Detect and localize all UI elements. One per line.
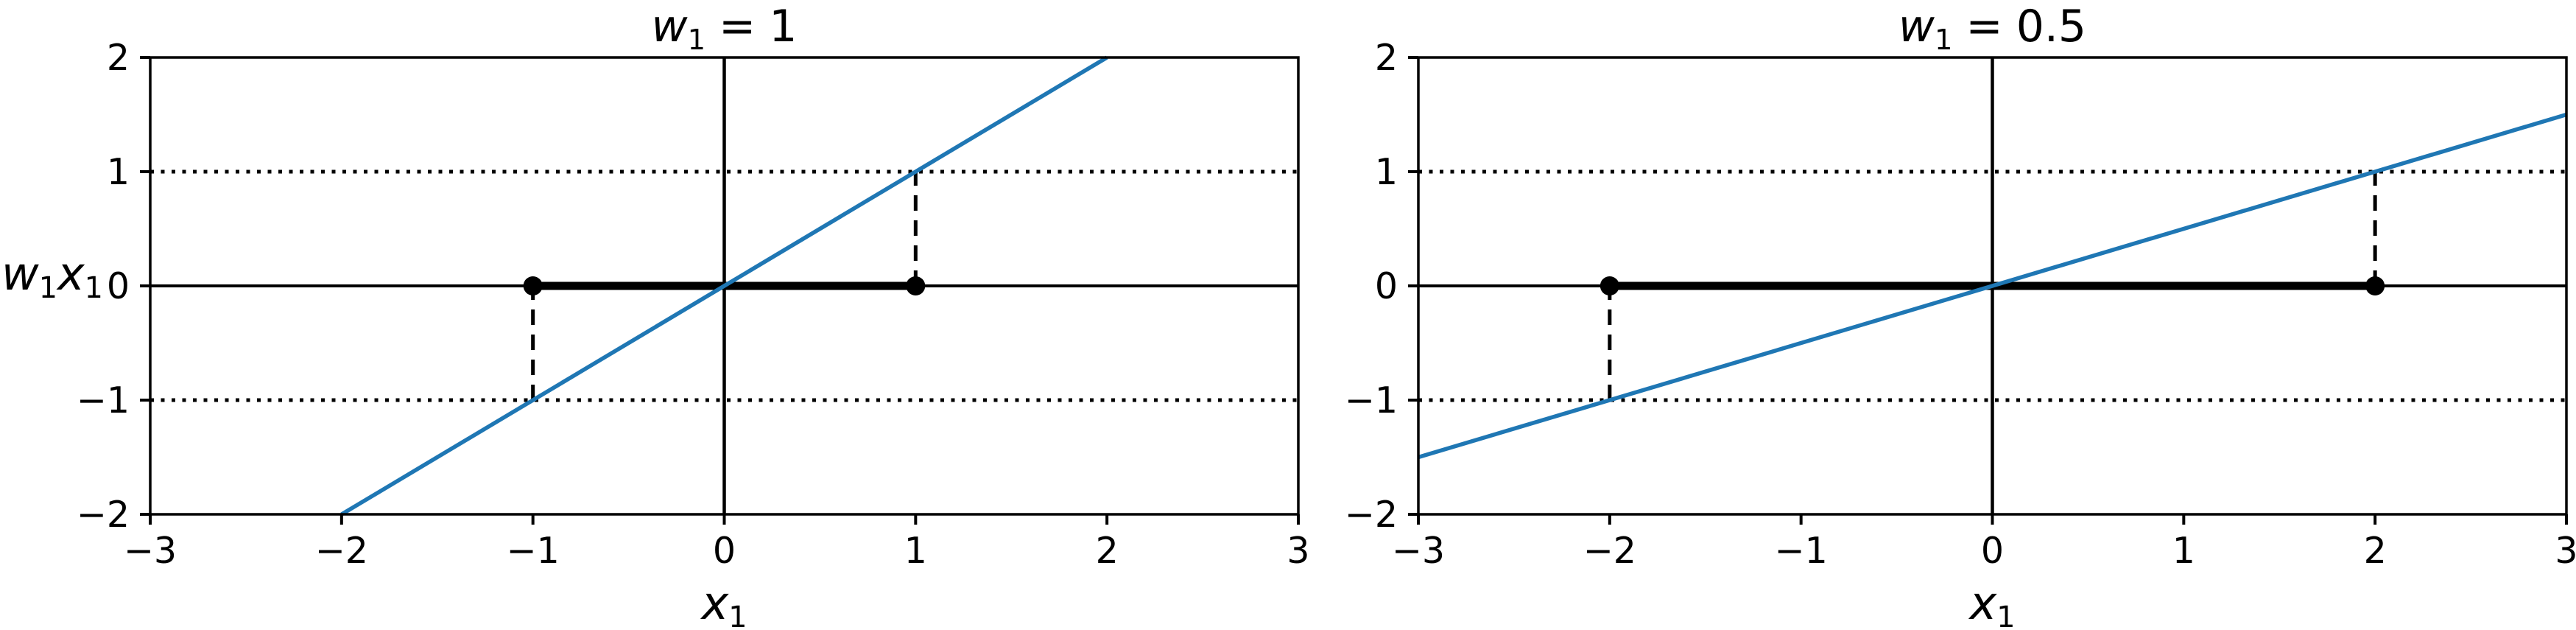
y-tick-label: −2 <box>1345 494 1398 536</box>
left-plot-xlabel: x1 <box>150 577 1298 630</box>
data-line <box>340 55 1108 517</box>
x-tick-label: 3 <box>2555 530 2576 572</box>
x-tick-label: −2 <box>1583 530 1636 572</box>
right-plot-title: w1 = 0.5 <box>1418 0 2566 54</box>
data-point-marker <box>1600 276 1619 295</box>
x-tick-label: −2 <box>315 530 368 572</box>
ylabel-subscript-2: 1 <box>84 271 103 306</box>
title-subscript: 1 <box>687 23 706 57</box>
y-tick-label: −1 <box>77 379 130 421</box>
xlabel-subscript: 1 <box>1996 601 2016 630</box>
ylabel-symbol-x: x <box>57 247 85 301</box>
y-tick-label: 0 <box>107 265 130 307</box>
title-symbol: w <box>1898 1 1935 52</box>
right-plot-xlabel: x1 <box>1418 577 2566 630</box>
y-tick-label: 1 <box>107 151 130 193</box>
x-tick-label: 1 <box>904 530 927 572</box>
data-point-marker <box>523 276 543 295</box>
title-value: 1 <box>769 1 798 52</box>
title-equals: = <box>1966 1 2003 52</box>
y-tick-label: 2 <box>107 37 130 79</box>
x-tick-label: 1 <box>2172 530 2195 572</box>
x-tick-label: 2 <box>1096 530 1119 572</box>
y-tick-label: 2 <box>1375 37 1398 79</box>
y-tick-label: 0 <box>1375 265 1398 307</box>
title-value: 0.5 <box>2016 1 2087 52</box>
x-tick-label: −1 <box>507 530 560 572</box>
x-tick-label: 3 <box>1287 530 1309 572</box>
y-tick-label: −2 <box>77 494 130 536</box>
left-plot-ylabel: w1x1 <box>1 247 103 303</box>
title-symbol: w <box>651 1 688 52</box>
y-tick-label: −1 <box>1345 379 1398 421</box>
ylabel-symbol-w: w <box>1 247 39 301</box>
data-point-marker <box>906 276 926 295</box>
ylabel-subscript-1: 1 <box>38 271 57 306</box>
x-tick-label: −3 <box>124 530 177 572</box>
x-tick-label: 0 <box>1981 530 2004 572</box>
y-tick-label: 1 <box>1375 151 1398 193</box>
x-tick-label: 0 <box>713 530 736 572</box>
xlabel-symbol: x <box>1969 576 1997 630</box>
data-line <box>1418 112 2567 460</box>
title-equals: = <box>719 1 756 52</box>
left-plot-title: w1 = 1 <box>150 0 1298 54</box>
x-tick-label: 2 <box>2364 530 2387 572</box>
data-point-marker <box>2365 276 2385 295</box>
x-tick-label: −3 <box>1392 530 1445 572</box>
xlabel-subscript: 1 <box>728 601 747 630</box>
x-tick-label: −1 <box>1775 530 1828 572</box>
title-subscript: 1 <box>1934 23 1953 57</box>
xlabel-symbol: x <box>701 576 729 630</box>
